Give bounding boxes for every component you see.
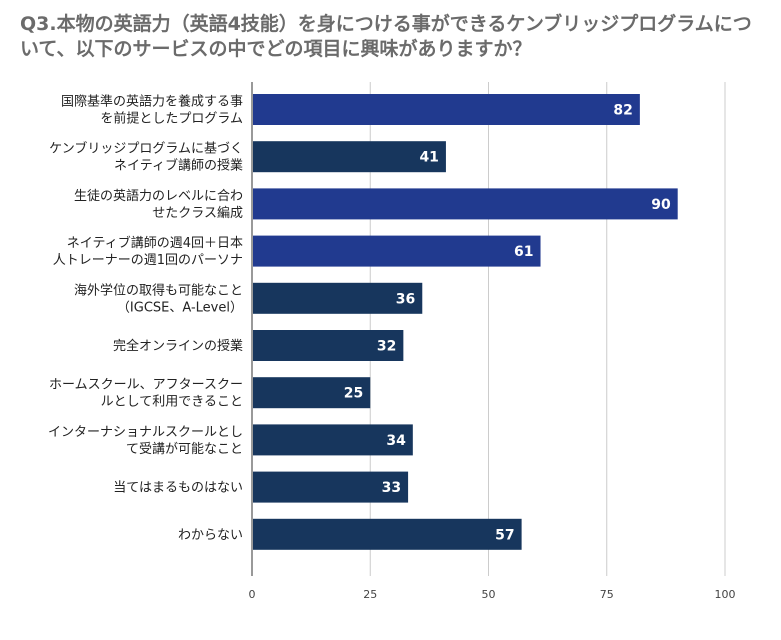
category-label-line: ホームスクール、アフタースクー bbox=[49, 378, 243, 393]
category-label-line: せたクラス編成 bbox=[152, 205, 243, 221]
category-label-line: ネイティブ講師の授業 bbox=[114, 158, 243, 174]
category-label-line: 当てはまるものはない bbox=[113, 481, 243, 496]
bar-value-label: 41 bbox=[419, 150, 438, 166]
category-label-line: （IGCSE、A-Level） bbox=[117, 300, 243, 315]
x-tick-label: 75 bbox=[600, 588, 614, 601]
category-label: ホームスクール、アフタースクールとして利用できること bbox=[49, 378, 243, 410]
category-label-line: 完全オンラインの授業 bbox=[113, 338, 243, 354]
category-label-line: わからない bbox=[178, 528, 243, 543]
category-label-line: 人トレーナーの週1回のパーソナ bbox=[53, 253, 243, 268]
category-label: 完全オンラインの授業 bbox=[113, 338, 243, 354]
x-tick-label: 25 bbox=[363, 588, 377, 601]
category-label: インターナショナルスクールとして受講が可能なこと bbox=[48, 425, 243, 457]
bar bbox=[253, 282, 423, 314]
category-label-line: を前提としたプログラム bbox=[100, 111, 243, 127]
category-label-line: ルとして利用できること bbox=[101, 395, 243, 410]
category-label-line: インターナショナルスクールとし bbox=[48, 425, 243, 440]
category-label-line: 海外学位の取得も可能なこと bbox=[74, 282, 243, 298]
x-tick-label: 100 bbox=[715, 588, 736, 601]
x-tick-label: 0 bbox=[249, 588, 256, 601]
category-label: 生徒の英語力のレベルに合わせたクラス編成 bbox=[74, 188, 243, 221]
chart-title: Q3.本物の英語力（英語4技能）を身につける事ができるケンブリッジプログラムにつ… bbox=[20, 13, 752, 60]
bar-value-label: 25 bbox=[344, 386, 363, 402]
category-label: 国際基準の英語力を養成する事を前提としたプログラム bbox=[61, 94, 243, 127]
category-label: 当てはまるものはない bbox=[113, 481, 243, 496]
bar-value-label: 33 bbox=[382, 480, 401, 496]
bar-value-label: 90 bbox=[651, 197, 671, 213]
bar bbox=[253, 471, 409, 503]
category-label-line: て受講が可能なこと bbox=[126, 441, 243, 457]
category-label: わからない bbox=[178, 528, 243, 543]
category-label-line: ネイティブ講師の週4回＋日本 bbox=[67, 235, 243, 251]
bar bbox=[253, 518, 522, 550]
bar bbox=[253, 141, 446, 173]
bar-value-label: 57 bbox=[495, 527, 514, 543]
category-label: ネイティブ講師の週4回＋日本人トレーナーの週1回のパーソナ bbox=[53, 235, 243, 268]
bar bbox=[253, 424, 413, 456]
bar bbox=[253, 235, 541, 267]
category-label-line: ケンブリッジプログラムに基づく bbox=[49, 141, 243, 157]
bar-value-label: 34 bbox=[386, 433, 406, 449]
bar-value-label: 32 bbox=[377, 339, 396, 355]
category-label-line: 生徒の英語力のレベルに合わ bbox=[74, 188, 243, 204]
bar-value-label: 61 bbox=[514, 244, 533, 260]
category-label: 海外学位の取得も可能なこと （IGCSE、A-Level） bbox=[74, 282, 243, 315]
bar bbox=[253, 330, 404, 361]
x-tick-label: 50 bbox=[482, 588, 496, 601]
category-label-line: 国際基準の英語力を養成する事 bbox=[61, 94, 243, 110]
bar bbox=[253, 188, 678, 220]
bar bbox=[253, 94, 640, 125]
category-label: ケンブリッジプログラムに基づくネイティブ講師の授業 bbox=[49, 141, 243, 174]
bar bbox=[253, 377, 371, 409]
bar-value-label: 36 bbox=[396, 291, 415, 307]
bar-value-label: 82 bbox=[613, 103, 632, 119]
